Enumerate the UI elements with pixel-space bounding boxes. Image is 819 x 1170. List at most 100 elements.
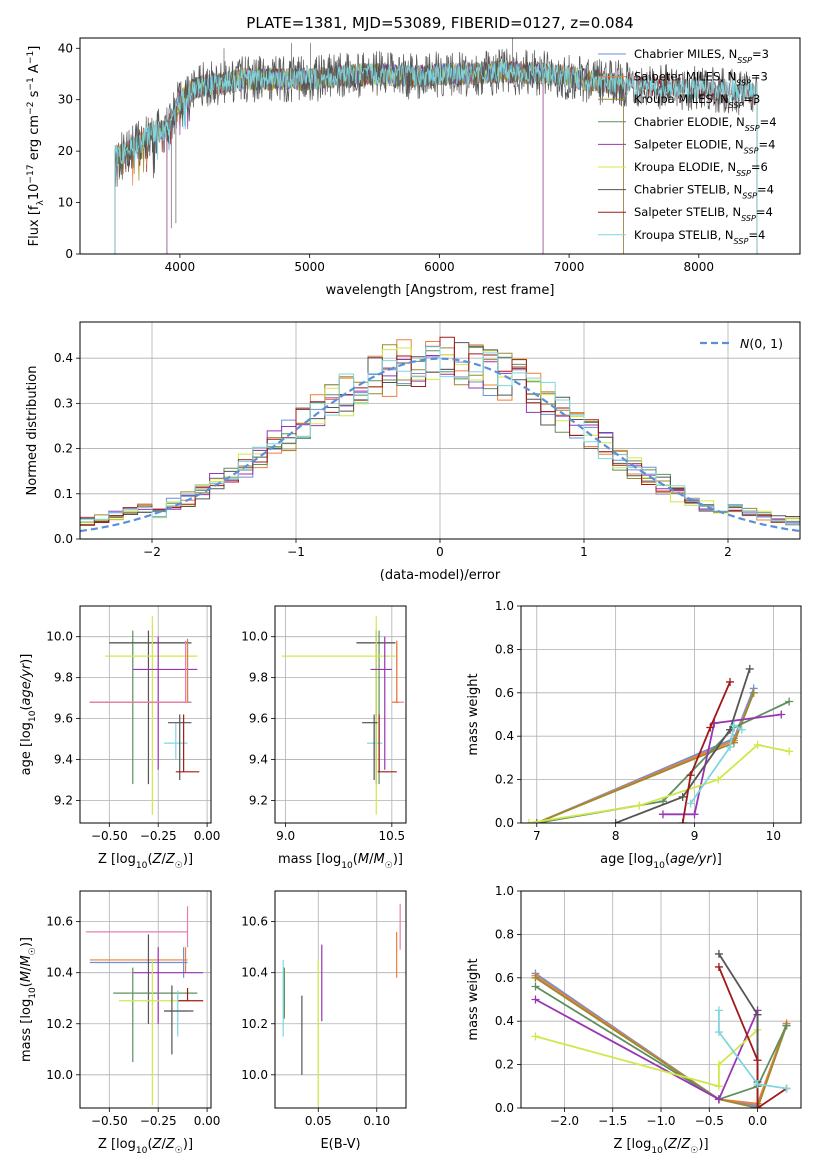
x-tick-label: 6000 — [424, 260, 455, 274]
x-tick-label: 8 — [612, 829, 620, 843]
axes-frame — [274, 890, 407, 1109]
axes-frame — [79, 37, 801, 255]
legend-entry: Chabrier MILES, NSSP=3 — [634, 47, 769, 65]
weight-marker — [524, 819, 533, 823]
weight-marker — [531, 973, 540, 982]
spectrum-line — [114, 59, 758, 254]
weight-line — [535, 985, 788, 1101]
x-tick-label: −1.5 — [598, 1114, 627, 1128]
x-axis-label: E(B-V) — [320, 1137, 360, 1152]
x-axis-label: Z [log10(Z/Z☉)] — [98, 852, 193, 871]
y-tick-label: 0.4 — [495, 1014, 514, 1028]
weight-marker — [753, 1010, 762, 1019]
x-tick-label: 9 — [691, 829, 699, 843]
x-tick-label: 0.00 — [194, 1114, 221, 1128]
weight-line — [535, 1029, 759, 1088]
legend-entry: Chabrier STELIB, NSSP=4 — [634, 183, 774, 201]
weight-marker — [714, 1060, 723, 1069]
plot-area — [80, 336, 800, 533]
y-tick-label: 10 — [58, 196, 73, 210]
y-tick-label: 0.0 — [495, 816, 514, 830]
histogram-step — [80, 336, 800, 526]
y-tick-label: 0.3 — [54, 396, 73, 410]
weight-marker — [678, 819, 687, 823]
y-tick-label: 0.4 — [54, 351, 73, 365]
plot-area — [85, 906, 204, 1106]
x-tick-label: −2.0 — [550, 1114, 579, 1128]
weight-marker — [729, 721, 738, 730]
y-axis-label: Flux [fλ10−17 erg cm−2 s−1 A−1] — [26, 46, 46, 247]
legend-entry: Kroupa STELIB, NSSP=4 — [634, 228, 765, 246]
x-tick-label: −2 — [143, 545, 161, 559]
weight-marker — [782, 1021, 791, 1030]
x-tick-label: 7 — [533, 829, 541, 843]
weight-marker — [726, 743, 735, 752]
y-axis-label: age [log10(age/yr)] — [19, 654, 38, 776]
weight-marker — [745, 664, 754, 673]
x-tick-label: 4000 — [165, 260, 196, 274]
weight-marker — [714, 1028, 723, 1037]
weight-marker — [532, 819, 541, 823]
plot-area — [524, 664, 794, 823]
weight-marker — [714, 1095, 723, 1104]
x-tick-label: 0.10 — [363, 1114, 390, 1128]
residual-histogram-panel: −2 −1 0 1 2 0.0 0.1 0.2 0.3 0.4 (data-model)/error… — [25, 321, 801, 583]
x-axis-label: (data-model)/error — [380, 568, 501, 583]
mass-vs-metallicity-panel: −0.50 −0.25 0.00 10.0 10.2 10.4 10.6 Z [log10(Z… — [19, 890, 221, 1156]
x-tick-label: 10.5 — [378, 829, 405, 843]
figure-title: PLATE=1381, MJD=53089, FIBERID=0127, z=0… — [246, 14, 633, 32]
y-tick-label: 0.2 — [495, 773, 514, 787]
x-axis-label: age [log10(age/yr)] — [600, 852, 722, 871]
y-tick-label: 9.4 — [54, 753, 73, 767]
y-tick-label: 10.6 — [241, 915, 268, 929]
weight-marker — [753, 1056, 762, 1065]
weight-marker — [785, 697, 794, 706]
weight-marker — [777, 710, 786, 719]
mass-weight-vs-metallicity-panel: −2.0 −1.5 −1.0 −0.5 0.0 0.0 0.2 0.4 0.6 0.8 1.0 mas… — [466, 884, 802, 1156]
weight-line — [534, 974, 788, 1105]
y-axis-label: mass [log10(M/M☉)] — [19, 937, 38, 1062]
age-vs-metallicity-panel: −0.50 −0.25 0.00 9.2 9.4 9.6 9.8 10.0 Z [log10(Z… — [19, 605, 220, 871]
weight-line — [681, 681, 731, 823]
age-vs-mass-panel: 9.0 10.5 9.2 9.4 9.6 9.8 10.0 mass [log10(M/M☉)… — [241, 605, 407, 871]
y-axis-label: Normed distribution — [25, 366, 40, 496]
weight-marker — [690, 810, 699, 819]
weight-marker — [753, 1080, 762, 1089]
plot-area — [114, 38, 758, 254]
weight-line — [663, 713, 782, 816]
x-tick-label: 0 — [436, 545, 444, 559]
axes-frame — [520, 605, 802, 824]
x-tick-label: 9.0 — [276, 829, 295, 843]
y-tick-label: 10.6 — [46, 915, 73, 929]
axes-frame — [79, 605, 212, 824]
weight-line — [718, 1010, 787, 1090]
y-tick-label: 0.0 — [54, 532, 73, 546]
y-tick-label: 9.2 — [249, 793, 268, 807]
weight-marker — [531, 1032, 540, 1041]
y-tick-label: 0.1 — [54, 487, 73, 501]
plot-area — [89, 616, 200, 815]
y-tick-label: 10.0 — [46, 1068, 73, 1082]
plot-area — [282, 616, 404, 815]
y-tick-label: 9.8 — [249, 671, 268, 685]
weight-marker — [785, 747, 794, 756]
x-tick-label: 5000 — [294, 260, 325, 274]
y-tick-label: 0.8 — [495, 642, 514, 656]
x-tick-label: −0.50 — [91, 829, 128, 843]
legend-entry: Salpeter MILES, NSSP=3 — [634, 70, 768, 88]
axes-frame — [79, 890, 212, 1109]
y-tick-label: 9.4 — [249, 753, 268, 767]
y-tick-label: 9.6 — [54, 712, 73, 726]
y-tick-label: 10.0 — [241, 630, 268, 644]
mass-weight-vs-age-panel: 7 8 9 10 0.0 0.2 0.4 0.6 0.8 1.0 mass weight age [l… — [466, 599, 802, 871]
spectrum-panel: 4000 5000 6000 7000 8000 0 10 20 30 40 wavelength … — [26, 37, 801, 298]
weight-marker — [753, 740, 762, 749]
legend-entry: Kroupa ELODIE, NSSP=6 — [634, 160, 768, 178]
plot-area — [531, 949, 791, 1108]
weight-marker — [611, 819, 620, 823]
x-tick-label: 2 — [724, 545, 732, 559]
y-tick-label: 20 — [58, 144, 73, 158]
y-tick-label: 0.2 — [54, 442, 73, 456]
mass-vs-extinction-panel: 0.05 0.10 10.0 10.2 10.4 10.6 E(B-V) — [241, 890, 407, 1152]
